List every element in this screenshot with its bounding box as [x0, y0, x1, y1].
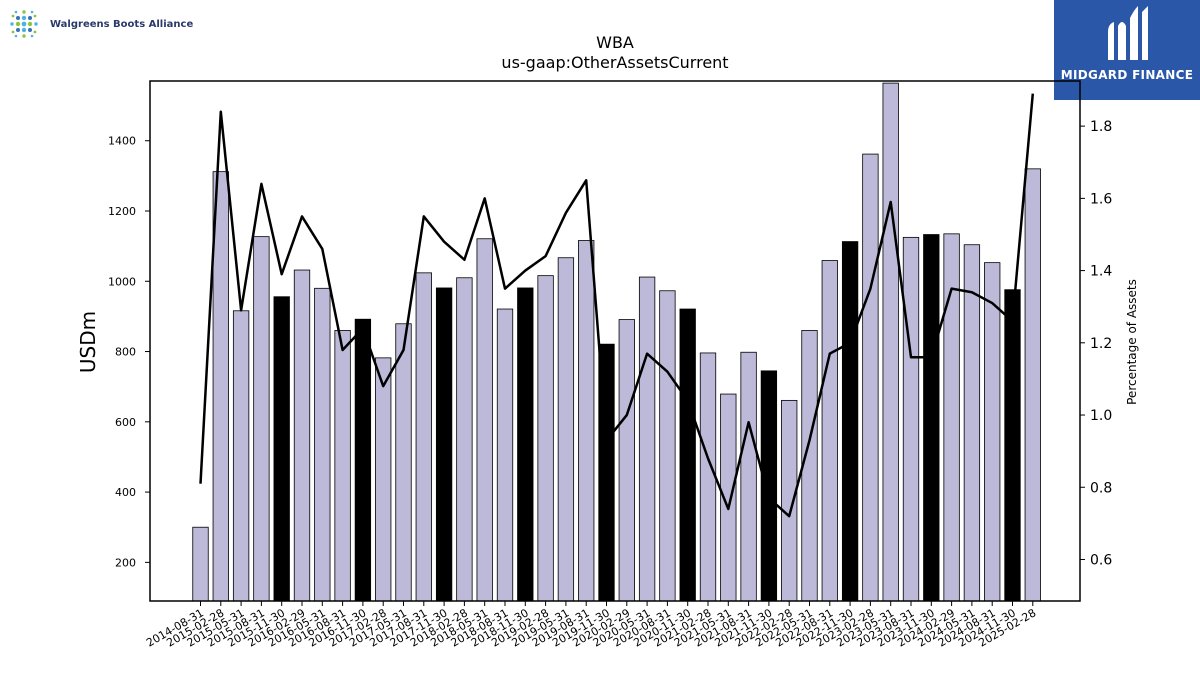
bar-2023-08-31: [902, 236, 920, 602]
bar-2018-02-28: [456, 277, 473, 602]
y2-tick-label: 1.8: [1090, 119, 1112, 135]
y-tick-label: 800: [115, 346, 136, 359]
bar-2021-08-31: [740, 351, 757, 602]
midgard-logo-text: MIDGARD FINANCE: [1060, 68, 1194, 82]
y-tick-label: 600: [115, 416, 136, 429]
bar-2019-05-31: [557, 257, 575, 602]
plot-frame: [149, 80, 1081, 602]
y2-tick-label: 0.8: [1090, 480, 1112, 496]
chart-subtitle: us-gaap:OtherAssetsCurrent: [501, 53, 728, 72]
bar-series: [192, 82, 1041, 602]
bar-2018-11-30: [517, 287, 534, 602]
bar-2019-02-28: [537, 275, 554, 602]
walgreens-logo-text: Walgreens Boots Alliance: [50, 18, 194, 30]
bar-2021-11-30: [760, 370, 778, 602]
bar-2015-02-28: [212, 171, 229, 602]
y-tick-label: 1000: [108, 275, 136, 288]
y2-tick-label: 1.6: [1090, 191, 1112, 207]
midgard-logo-icon: [1108, 6, 1148, 60]
bar-2018-05-31: [476, 238, 493, 602]
bar-2017-05-31: [395, 323, 412, 602]
midgard-finance-logo: MIDGARD FINANCE: [1054, 0, 1200, 100]
bar-2020-08-31: [659, 290, 676, 602]
percentage-line: [199, 93, 1035, 518]
bar-2023-02-28: [862, 153, 879, 602]
y-tick-label: 1400: [108, 135, 136, 148]
bar-2015-11-30: [273, 296, 290, 602]
y2-tick-label: 1.0: [1090, 408, 1112, 424]
axes: 200 400 600 800 1000 1200 1400 0.6 0.8 1.0 1.2 1.4 1…: [108, 80, 1112, 650]
bar-2015-05-31: [232, 310, 250, 602]
y2-tick-label: 0.6: [1090, 552, 1112, 568]
bar-2014-08-31: [192, 526, 209, 602]
bar-2024-08-31: [984, 262, 1001, 602]
bar-2018-08-31: [496, 308, 514, 602]
y2-tick-label: 1.2: [1090, 336, 1112, 352]
bar-2023-05-31: [882, 82, 899, 602]
bar-2022-05-31: [801, 330, 818, 602]
bar-2017-08-31: [415, 272, 432, 602]
bar-2016-08-31: [334, 330, 351, 602]
bar-2022-08-31: [821, 260, 838, 602]
bar-2020-05-31: [638, 276, 656, 602]
walgreens-logo-icon: [10, 10, 38, 38]
bar-2023-11-30: [923, 234, 940, 602]
y-tick-label: 200: [115, 556, 136, 569]
bar-2017-11-30: [435, 287, 453, 602]
bar-2016-02-29: [293, 269, 311, 602]
walgreens-logo: Walgreens Boots Alliance: [4, 4, 193, 44]
bar-2025-02-28: [1024, 168, 1041, 602]
y2-tick-label: 1.4: [1090, 264, 1112, 280]
bar-2020-11-30: [679, 308, 696, 602]
y-axis-label: USDm: [76, 311, 100, 373]
bar-2022-11-30: [841, 241, 859, 602]
bar-2015-08-31: [253, 236, 270, 602]
y-tick-label: 1200: [108, 205, 136, 218]
line-series: [199, 93, 1035, 518]
bar-2016-05-31: [314, 287, 331, 602]
bar-2020-02-29: [618, 319, 635, 602]
bar-2016-11-30: [354, 318, 372, 602]
bar-2021-02-28: [699, 352, 717, 602]
bar-2024-11-30: [1004, 289, 1021, 602]
bar-2019-08-31: [578, 240, 595, 602]
y-tick-label: 400: [115, 486, 136, 499]
y2-axis-label: Percentage of Assets: [1125, 279, 1139, 405]
bar-2017-02-28: [375, 357, 392, 602]
chart-title: WBA: [596, 33, 634, 52]
bar-2024-05-31: [963, 244, 981, 602]
